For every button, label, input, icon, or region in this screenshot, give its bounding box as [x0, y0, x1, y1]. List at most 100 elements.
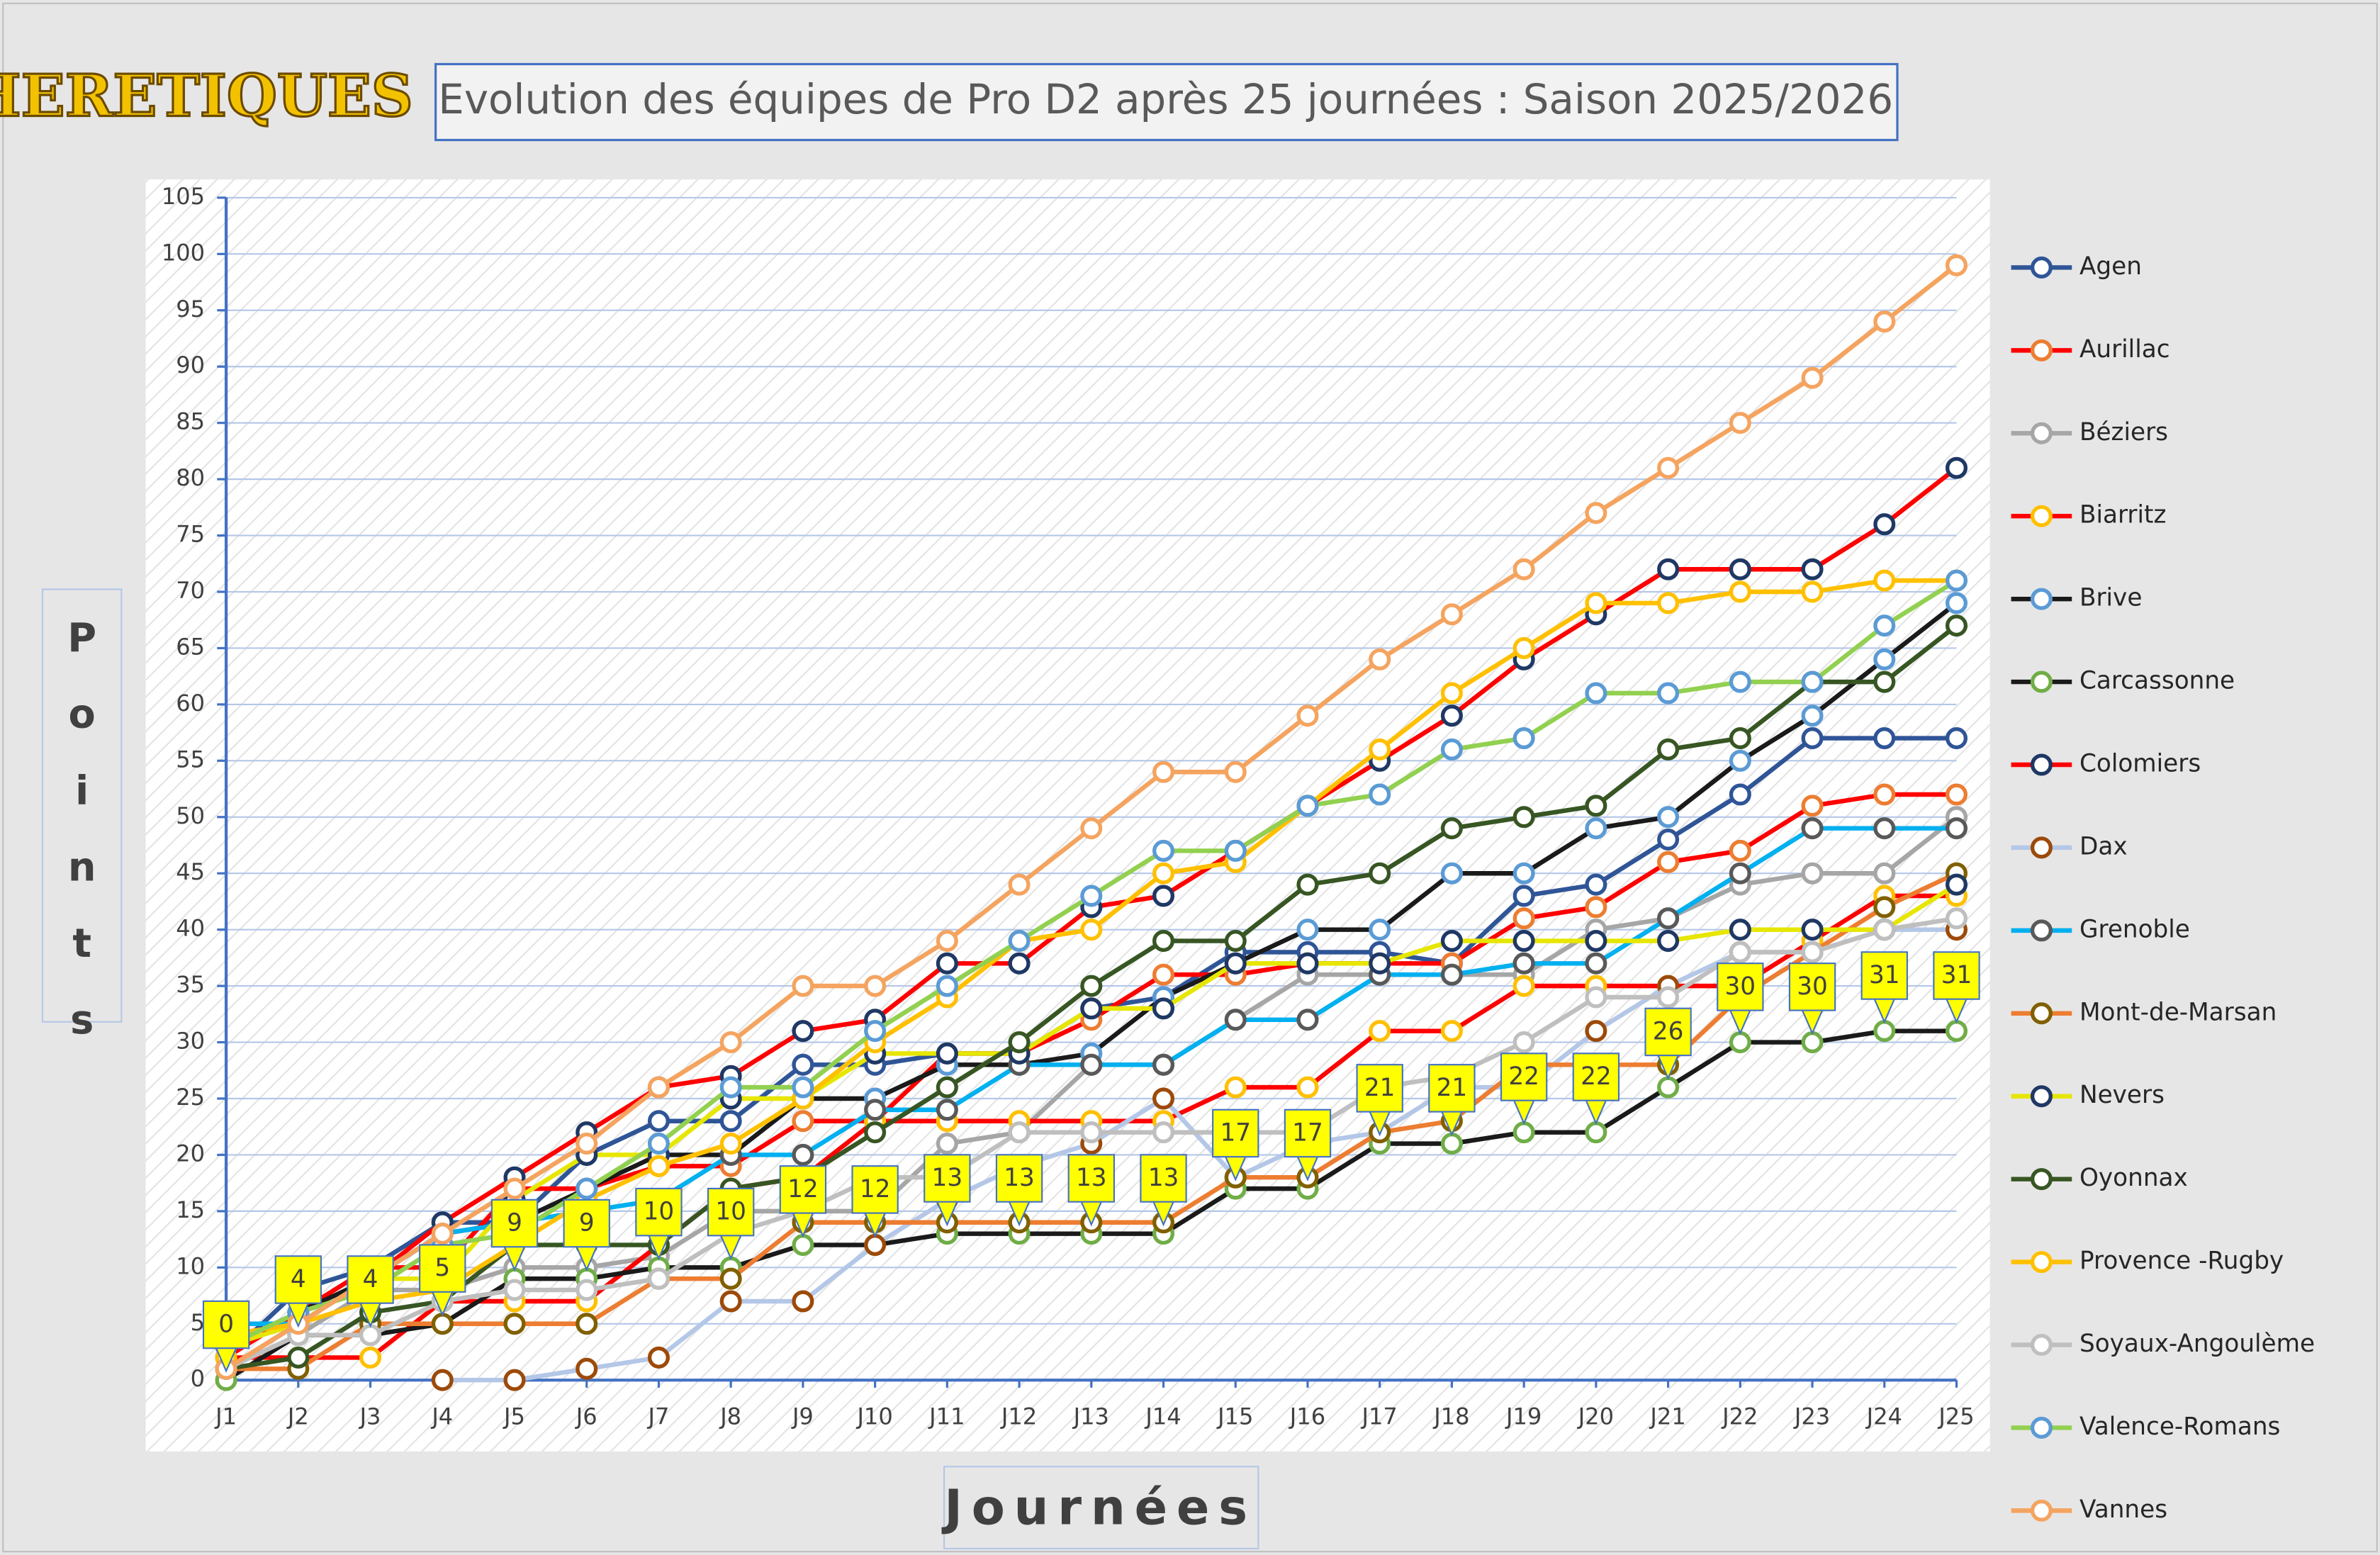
series-line	[442, 927, 1957, 1383]
point-marker	[1080, 885, 1103, 907]
legend-marker	[2030, 919, 2053, 942]
point-marker	[287, 1346, 310, 1369]
point-marker	[1440, 682, 1463, 704]
point-marker	[864, 975, 887, 997]
x-tick-label: J1	[214, 1403, 237, 1430]
point-marker	[1801, 366, 1824, 389]
point-marker	[1873, 727, 1896, 750]
legend-label: Provence -Rugby	[2079, 1247, 2284, 1275]
logo: HERETIQUES	[0, 62, 413, 130]
point-marker	[1008, 952, 1031, 975]
callout-box	[851, 1165, 899, 1214]
y-tick-label: 50	[176, 802, 205, 829]
point-marker	[1008, 1121, 1031, 1144]
callout-box	[707, 1187, 755, 1237]
point-marker	[936, 952, 958, 975]
point-marker	[1657, 851, 1680, 873]
point-marker	[1657, 829, 1680, 851]
point-marker	[864, 1020, 887, 1043]
point-marker	[1873, 513, 1896, 536]
point-marker	[936, 975, 958, 997]
point-marker	[1657, 930, 1680, 953]
point-marker	[936, 1099, 958, 1121]
y-tick-label: 25	[176, 1084, 205, 1111]
point-marker	[1296, 919, 1319, 941]
point-marker	[1440, 738, 1463, 760]
point-marker	[1369, 862, 1391, 885]
legend-marker	[2030, 1085, 2053, 1108]
callout-label: 9	[579, 1209, 595, 1237]
point-marker	[719, 1290, 742, 1313]
point-marker	[864, 1234, 887, 1257]
legend-marker	[2030, 1168, 2053, 1191]
callout-label: 13	[1004, 1164, 1035, 1192]
point-marker	[936, 1076, 958, 1099]
callout-box	[779, 1165, 827, 1214]
callout-label: 0	[218, 1310, 234, 1339]
point-marker	[1369, 1020, 1391, 1043]
point-marker	[431, 1223, 454, 1245]
callout-label: 30	[1725, 972, 1756, 1001]
legend-label: Colomiers	[2079, 750, 2201, 778]
legend-marker	[2030, 753, 2053, 776]
callout-box	[1860, 951, 1908, 1000]
chart-title: Evolution des équipes de Pro D2 après 25…	[438, 75, 1893, 123]
point-marker	[647, 1346, 670, 1369]
point-marker	[1945, 569, 1968, 592]
y-tick-label: 95	[176, 296, 205, 322]
callout-box	[1788, 962, 1836, 1011]
y-tick-label: 35	[176, 971, 205, 998]
point-marker	[503, 1313, 526, 1335]
point-marker	[431, 1369, 454, 1391]
legend-marker	[2030, 836, 2053, 859]
x-tick-label: J5	[503, 1403, 525, 1430]
legend-label: Aurillac	[2079, 335, 2170, 364]
y-tick-label: 55	[176, 746, 205, 773]
callout-label: 21	[1364, 1074, 1396, 1102]
callout-box	[1356, 1064, 1403, 1113]
point-marker	[1801, 817, 1824, 840]
legend-label: Béziers	[2079, 418, 2168, 447]
point-marker	[1945, 1020, 1968, 1043]
callout-label: 5	[434, 1254, 450, 1282]
point-marker	[792, 1076, 814, 1099]
point-marker	[1801, 919, 1824, 941]
point-marker	[1729, 1031, 1751, 1054]
legend-label: Brive	[2079, 584, 2142, 612]
x-tick-label: J3	[359, 1403, 381, 1430]
point-marker	[1440, 963, 1463, 986]
point-marker	[576, 1313, 598, 1335]
legend-label: Soyaux-Angoulème	[2079, 1330, 2315, 1358]
point-marker	[1657, 1076, 1680, 1099]
point-marker	[1512, 558, 1535, 580]
legend-marker	[2030, 339, 2053, 361]
point-marker	[1873, 896, 1896, 919]
point-marker	[1729, 749, 1751, 772]
point-marker	[1873, 1020, 1896, 1043]
point-marker	[431, 1313, 454, 1335]
callout-box	[1572, 1052, 1620, 1101]
point-marker	[1873, 648, 1896, 670]
y-tick-label: 40	[176, 915, 205, 942]
y-tick-label: 0	[191, 1365, 205, 1392]
point-marker	[576, 1133, 598, 1155]
point-marker	[1945, 783, 1968, 806]
y-tick-label: 65	[176, 633, 205, 660]
point-marker	[1585, 896, 1607, 919]
point-marker	[1224, 760, 1247, 783]
x-tick-label: J10	[855, 1403, 892, 1430]
y-tick-label: 45	[176, 858, 205, 885]
point-marker	[1585, 952, 1607, 975]
point-marker	[1801, 580, 1824, 603]
legend-marker	[2030, 256, 2053, 279]
point-marker	[503, 1369, 526, 1391]
point-marker	[1585, 930, 1607, 953]
point-marker	[1152, 963, 1175, 986]
point-marker	[1729, 783, 1751, 806]
callout-label: 13	[932, 1164, 963, 1192]
point-marker	[1512, 636, 1535, 659]
point-marker	[1224, 1009, 1247, 1031]
callout-label: 12	[860, 1175, 891, 1203]
callout-box	[419, 1244, 466, 1293]
